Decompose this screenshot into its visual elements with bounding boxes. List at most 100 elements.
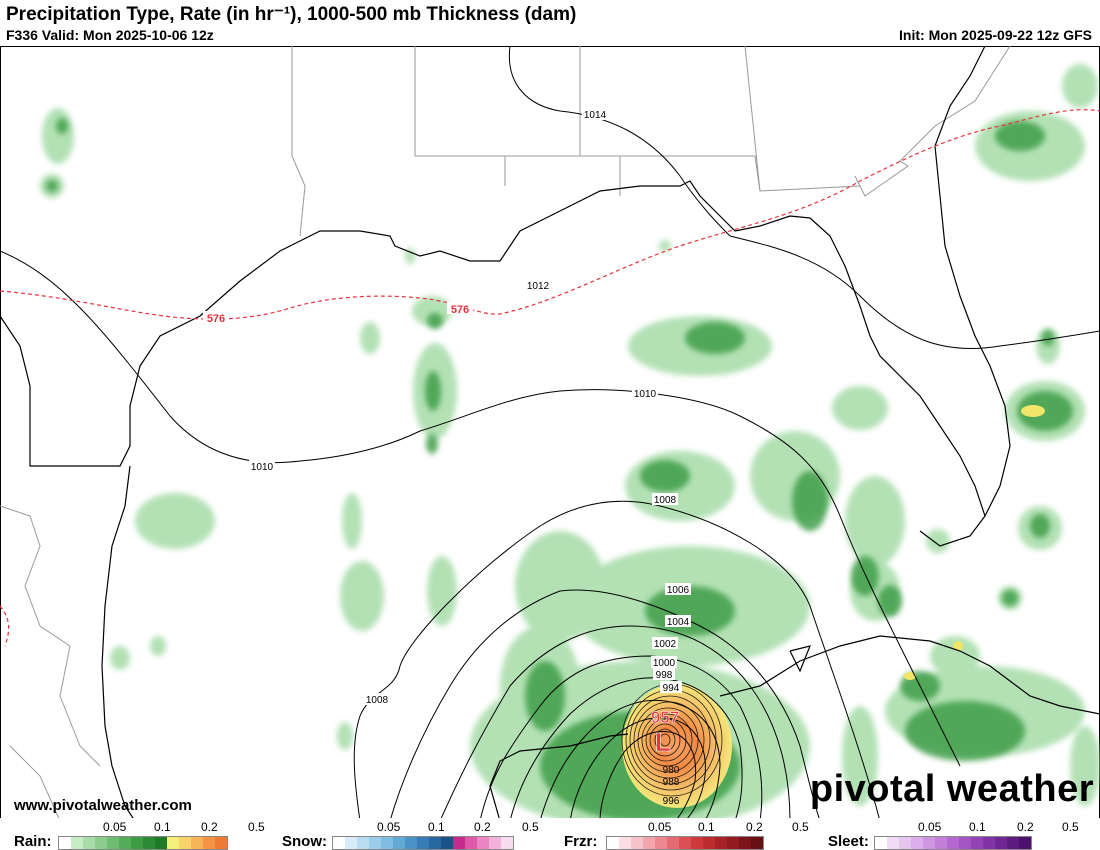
legend-sleet-swatch [911, 837, 923, 849]
legend-sleet-swatch [995, 837, 1007, 849]
isobar-label-1014: 1014 [584, 110, 607, 121]
legend-snow-swatch [333, 837, 345, 849]
isobar-label-1004: 1004 [667, 617, 690, 628]
thickness-label-576-west: 576 [207, 313, 225, 325]
legend-frzr-tick: 0.5 [792, 820, 809, 834]
header: Precipitation Type, Rate (in hr⁻¹), 1000… [0, 0, 1100, 46]
pivotal-weather-watermark: pivotal weather [809, 768, 1094, 810]
legend-snow-swatch [417, 837, 429, 849]
legend-frzr-swatch [691, 837, 703, 849]
legend-frzr-swatch [631, 837, 643, 849]
legend-sleet-swatches [874, 836, 1032, 850]
state-borders [291, 46, 1011, 237]
thickness-labels: 576 576 [203, 302, 473, 325]
map-title: Precipitation Type, Rate (in hr⁻¹), 1000… [6, 4, 577, 25]
legend-sleet-swatch [983, 837, 995, 849]
legend-snow-swatch [477, 837, 489, 849]
isobar-labels: 1014 1012 1010 1010 1008 1008 1006 1004 … [249, 108, 691, 807]
legend-rain-swatch [71, 837, 83, 849]
legend-rain-swatch [119, 837, 131, 849]
legend-snow-swatch [357, 837, 369, 849]
legend-snow-swatches [332, 836, 514, 850]
legend-frzr-label: Frzr: [564, 833, 598, 850]
isobar-label-1010-west: 1010 [251, 462, 274, 473]
legend-frzr-tick: 0.1 [698, 820, 715, 834]
legend-rain-swatch [179, 837, 191, 849]
map-canvas: 1014 1012 1010 1010 1008 1008 1006 1004 … [0, 46, 1100, 821]
isobar-label-998: 998 [656, 670, 673, 681]
legend-snow-tick: 0.1 [428, 820, 445, 834]
isobar-label-1010-east: 1010 [634, 389, 657, 400]
legend-rain-swatch [155, 837, 167, 849]
legend-snow-tick: 0.5 [522, 820, 539, 834]
isobar-label-1008-west: 1008 [366, 695, 389, 706]
legend-sleet-swatch [935, 837, 947, 849]
legend-sleet: Sleet: 0.05 0.1 0.2 0.5 [828, 818, 1098, 850]
forecast-map: 1014 1012 1010 1010 1008 1008 1006 1004 … [0, 46, 1100, 821]
low-pressure-symbol: L [655, 727, 671, 757]
legend-snow-swatch [393, 837, 405, 849]
valid-time: F336 Valid: Mon 2025-10-06 12z [6, 27, 214, 43]
low-pressure-center: 957 L [651, 708, 680, 758]
legend-rain-label: Rain: [14, 833, 52, 850]
isobars [0, 46, 1100, 821]
legend-sleet-swatch [899, 837, 911, 849]
isobar-label-1008-east: 1008 [654, 495, 677, 506]
legend-rain-tick: 0.2 [201, 820, 218, 834]
legend-sleet-tick: 0.05 [918, 820, 942, 834]
legend-sleet-tick: 0.1 [969, 820, 986, 834]
legend-snow-swatch [501, 837, 513, 849]
legend-sleet-label: Sleet: [828, 833, 869, 850]
legend-sleet-swatch [959, 837, 971, 849]
legend-sleet-swatch [887, 837, 899, 849]
legend-frzr-tick: 0.2 [746, 820, 763, 834]
legend-frzr-swatch [655, 837, 667, 849]
legend-snow-tick: 0.2 [474, 820, 491, 834]
legend-frzr-swatch [619, 837, 631, 849]
low-pressure-value: 957 [651, 708, 679, 727]
legend-snow-swatch [489, 837, 501, 849]
isobar-label-1006: 1006 [667, 585, 690, 596]
legend-sleet-swatch [947, 837, 959, 849]
mexico-borders [0, 505, 101, 821]
legend-sleet-tick: 0.2 [1017, 820, 1034, 834]
legend-snow-swatch [369, 837, 381, 849]
legend-frzr-tick: 0.05 [648, 820, 672, 834]
legend-frzr-swatches [606, 836, 764, 850]
legend-rain-swatch [95, 837, 107, 849]
legend-frzr-swatch [607, 837, 619, 849]
legend-rain-swatch [215, 837, 227, 849]
isobar-label-988: 988 [663, 777, 680, 788]
legend-snow-label: Snow: [282, 833, 327, 850]
legend-snow-swatch [405, 837, 417, 849]
isobar-label-1012: 1012 [527, 281, 550, 292]
legend-sleet-swatch [875, 837, 887, 849]
legend-frzr: Frzr: 0.05 0.1 0.2 0.5 [564, 818, 824, 850]
legend-rain-swatch [203, 837, 215, 849]
legend-frzr-swatch [679, 837, 691, 849]
legend-frzr-swatch [667, 837, 679, 849]
legend-rain-swatch [83, 837, 95, 849]
isobar-label-996: 996 [663, 796, 680, 807]
legend-snow-swatch [429, 837, 441, 849]
legend-frzr-swatch [703, 837, 715, 849]
legend-rain-swatch [107, 837, 119, 849]
site-url: www.pivotalweather.com [14, 797, 192, 814]
legend-rain: Rain: 0.05 0.1 0.2 0.5 [0, 818, 280, 850]
legend-rain-tick: 0.1 [154, 820, 171, 834]
precip-legend: Rain: 0.05 0.1 0.2 0.5 Snow: 0.05 0.1 0.… [0, 818, 1100, 850]
isobar-label-980: 980 [663, 765, 680, 776]
legend-snow-swatch [465, 837, 477, 849]
thickness-label-576-east: 576 [451, 304, 469, 316]
legend-rain-swatch [59, 837, 71, 849]
legend-snow-swatch [381, 837, 393, 849]
isobar-label-1000: 1000 [653, 658, 676, 669]
legend-sleet-swatch [923, 837, 935, 849]
legend-frzr-swatch [739, 837, 751, 849]
thickness-576-line [0, 109, 1100, 320]
legend-rain-tick: 0.5 [248, 820, 265, 834]
legend-sleet-swatch [1019, 837, 1031, 849]
legend-rain-tick: 0.05 [103, 820, 127, 834]
legend-snow: Snow: 0.05 0.1 0.2 0.5 [282, 818, 552, 850]
legend-sleet-tick: 0.5 [1062, 820, 1079, 834]
